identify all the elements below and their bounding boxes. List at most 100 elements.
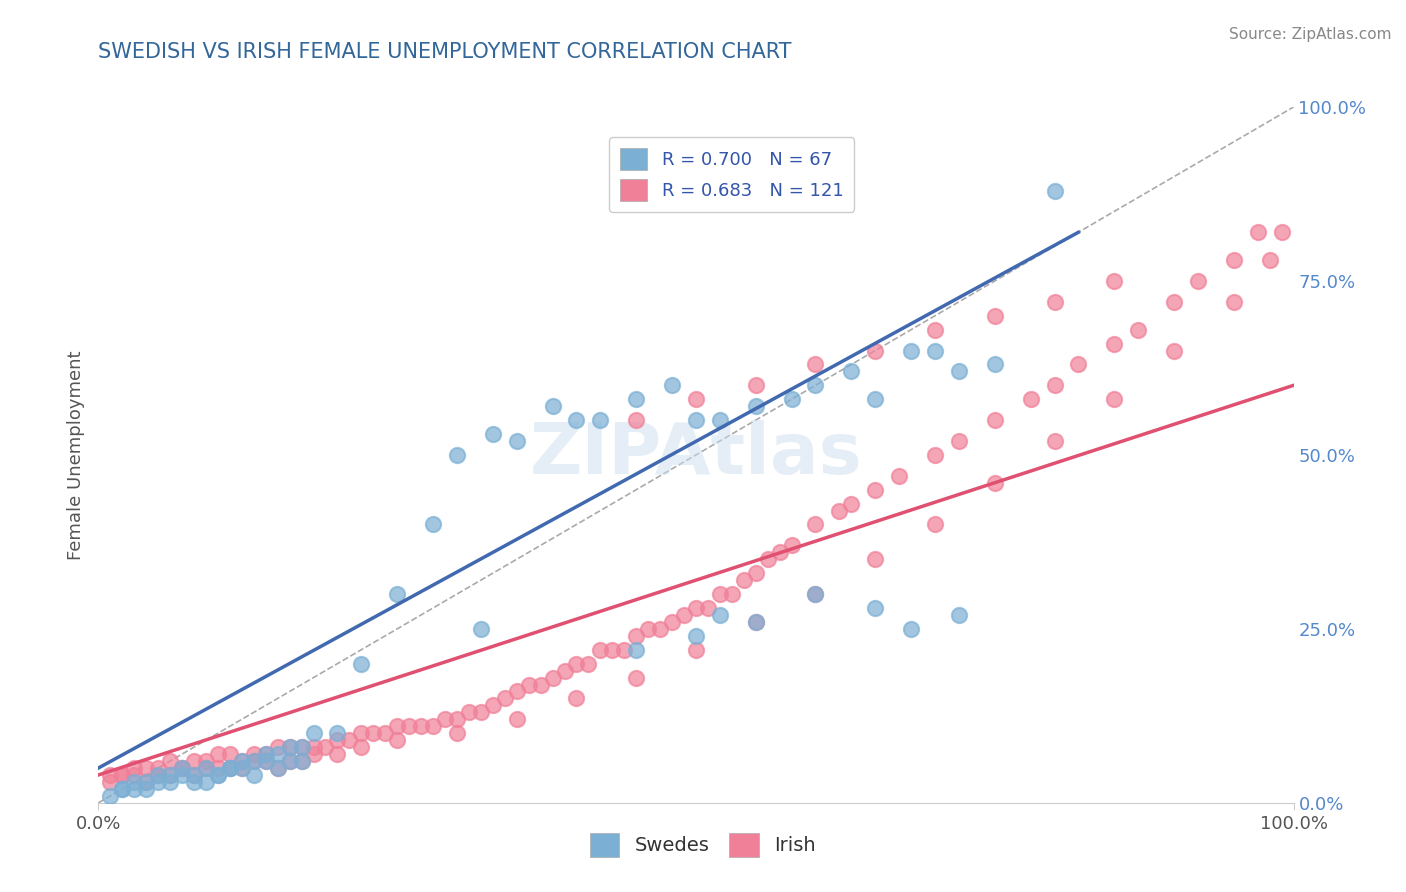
Point (1163, 343, 1185, 358)
Point (207, 761, 229, 775)
Point (828, 503, 851, 517)
Point (243, 754, 266, 768)
Point (135, 775, 157, 789)
Point (350, 657, 373, 671)
Point (924, 323, 946, 337)
Point (1019, 392, 1042, 407)
Legend: R = 0.700   N = 67, R = 0.683   N = 121: R = 0.700 N = 67, R = 0.683 N = 121 (609, 137, 855, 211)
Point (172, 761, 194, 775)
Point (1128, 323, 1150, 337)
Point (804, 358, 827, 372)
Point (1222, 253, 1246, 268)
Point (565, 413, 588, 427)
Point (1246, 225, 1268, 239)
Point (350, 740, 373, 755)
Point (98, 775, 122, 789)
Point (733, 573, 755, 587)
Point (863, 343, 887, 358)
Point (602, 642, 624, 657)
Point (385, 733, 409, 747)
Point (1043, 294, 1066, 309)
Point (745, 566, 768, 581)
Point (172, 761, 194, 775)
Point (159, 768, 181, 782)
Point (159, 754, 181, 768)
Point (278, 740, 301, 755)
Point (924, 448, 946, 462)
Point (111, 768, 134, 782)
Point (863, 483, 887, 497)
Point (411, 719, 433, 733)
Point (863, 552, 887, 566)
Point (589, 642, 612, 657)
Point (673, 607, 696, 622)
Point (841, 364, 863, 378)
Point (1102, 336, 1125, 351)
Point (219, 761, 242, 775)
Point (648, 622, 672, 636)
Point (458, 706, 481, 720)
Text: ZIPAtlas: ZIPAtlas (530, 420, 862, 490)
Point (529, 677, 551, 691)
Point (124, 768, 146, 782)
Point (207, 747, 229, 761)
Point (721, 587, 744, 601)
Point (626, 392, 648, 407)
Point (685, 413, 707, 427)
Y-axis label: Female Unemployment: Female Unemployment (66, 351, 84, 559)
Text: SWEDISH VS IRISH FEMALE UNEMPLOYMENT CORRELATION CHART: SWEDISH VS IRISH FEMALE UNEMPLOYMENT COR… (98, 43, 792, 62)
Point (446, 726, 468, 740)
Point (626, 413, 648, 427)
Point (398, 719, 420, 733)
Point (541, 671, 564, 685)
Point (433, 712, 456, 726)
Point (422, 719, 444, 733)
Point (183, 754, 205, 768)
Point (709, 587, 731, 601)
Point (804, 378, 827, 392)
Point (900, 343, 922, 358)
Point (1102, 392, 1125, 407)
Point (183, 775, 205, 789)
Point (1163, 294, 1185, 309)
Point (685, 642, 707, 657)
Point (863, 601, 887, 615)
Point (589, 413, 612, 427)
Point (278, 740, 301, 755)
Point (697, 601, 720, 615)
Point (350, 726, 373, 740)
Point (267, 761, 290, 775)
Point (231, 761, 253, 775)
Point (254, 747, 277, 761)
Point (626, 642, 648, 657)
Point (804, 587, 827, 601)
Point (291, 754, 314, 768)
Point (1258, 253, 1281, 268)
Point (756, 552, 779, 566)
Point (661, 615, 683, 629)
Point (948, 364, 970, 378)
Point (863, 392, 887, 407)
Point (291, 740, 314, 755)
Point (1271, 225, 1294, 239)
Point (135, 761, 157, 775)
Point (984, 413, 1007, 427)
Point (194, 761, 218, 775)
Point (446, 448, 468, 462)
Point (291, 740, 314, 755)
Point (159, 775, 181, 789)
Point (745, 399, 768, 413)
Point (517, 677, 540, 691)
Point (506, 684, 529, 698)
Point (207, 768, 229, 782)
Point (804, 517, 827, 532)
Point (481, 698, 505, 713)
Point (374, 726, 396, 740)
Point (231, 761, 253, 775)
Point (984, 358, 1007, 372)
Point (924, 343, 946, 358)
Point (745, 615, 768, 629)
Point (780, 392, 803, 407)
Point (124, 775, 146, 789)
Point (302, 747, 325, 761)
